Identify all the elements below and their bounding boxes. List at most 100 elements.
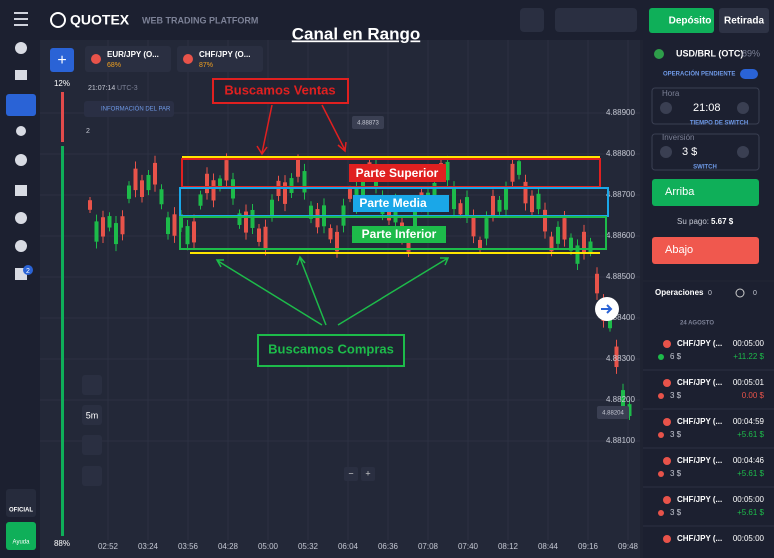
help[interactable]	[6, 522, 36, 550]
sidebar-active[interactable]	[6, 94, 36, 116]
op-amount: 3 $	[670, 391, 682, 400]
candle	[296, 159, 300, 177]
price-tick: 4.88400	[606, 313, 635, 322]
op-asset: CHF/JPY (...	[677, 495, 722, 504]
op-amount: 3 $	[670, 508, 682, 517]
info-btn[interactable]	[84, 101, 174, 117]
switch[interactable]: SWITCH	[693, 165, 717, 171]
op-asset: CHF/JPY (...	[677, 378, 722, 387]
op-dir	[658, 393, 664, 399]
op-time: 00:04:59	[733, 417, 765, 426]
tab[interactable]	[177, 46, 263, 72]
op-asset: CHF/JPY (...	[677, 417, 722, 426]
inv-plus[interactable]	[737, 146, 749, 158]
time-tick: 06:36	[378, 542, 399, 551]
time-box	[651, 87, 760, 125]
candle	[465, 197, 469, 217]
timeframe[interactable]: 5m	[86, 410, 99, 420]
time-tick: 07:40	[458, 542, 479, 551]
candle	[569, 237, 573, 251]
zoom-out[interactable]: −	[348, 468, 353, 478]
tag-low-bg	[597, 406, 629, 419]
time-tick: 06:04	[338, 542, 359, 551]
pct-top: 12%	[54, 79, 70, 88]
bell[interactable]	[520, 8, 544, 32]
account[interactable]	[555, 8, 637, 32]
pay-label: Su pago:	[677, 217, 709, 226]
sidebar	[0, 40, 40, 558]
withdraw-btn[interactable]	[719, 8, 769, 33]
tools[interactable]	[82, 375, 102, 486]
candle	[185, 226, 190, 245]
official[interactable]	[6, 489, 36, 517]
buy-arrows	[215, 255, 450, 326]
candle	[348, 189, 352, 199]
candle	[289, 178, 294, 193]
time-tick: 09:16	[578, 542, 599, 551]
zoom-in-btn[interactable]	[361, 467, 375, 481]
op-profit: +5.61 $	[737, 430, 764, 439]
time-minus[interactable]	[660, 102, 672, 114]
menu[interactable]	[14, 12, 28, 26]
deposit-btn[interactable]	[649, 8, 714, 33]
candle	[471, 216, 476, 237]
candle	[270, 199, 274, 217]
lower-label: Parte Inferior	[362, 227, 437, 241]
op-flag	[663, 535, 671, 543]
withdraw[interactable]: Retirada	[724, 16, 764, 27]
clock: 21:07:14	[88, 85, 115, 92]
tag-high-bg	[352, 116, 384, 129]
down[interactable]: Abajo	[665, 244, 693, 256]
switch-time[interactable]: TIEMPO DE SWITCH	[690, 121, 748, 127]
op-amount: 6 $	[670, 352, 682, 361]
op-dir	[658, 510, 664, 516]
price-tick: 4.88900	[606, 108, 635, 117]
time-plus[interactable]	[737, 102, 749, 114]
badge	[23, 265, 33, 275]
candle	[445, 161, 450, 181]
info[interactable]: INFORMACIÓN DEL PAR	[101, 106, 171, 113]
op-asset: CHF/JPY (...	[677, 456, 722, 465]
candle	[159, 189, 164, 205]
ops-count: 0	[708, 290, 712, 297]
candle	[94, 221, 99, 242]
sell-box	[212, 78, 349, 104]
tab-flag	[183, 54, 193, 64]
down-btn[interactable]	[652, 237, 759, 264]
flag	[654, 49, 664, 59]
toggle[interactable]	[740, 69, 758, 79]
up-btn[interactable]	[652, 179, 759, 206]
op-amount: 3 $	[670, 430, 682, 439]
inv-minus[interactable]	[660, 146, 672, 158]
zoom-in[interactable]: +	[365, 468, 370, 478]
sidebar-icons	[15, 42, 27, 280]
candle	[211, 180, 216, 201]
official-text: OFICIAL	[9, 508, 33, 514]
zoom-out-btn[interactable]	[344, 467, 358, 481]
candle	[133, 168, 138, 191]
pct-bottom: 88%	[54, 539, 70, 548]
ops-date: 24 AGOSTO	[680, 321, 714, 327]
history-icon[interactable]	[735, 288, 745, 298]
pct-bar-red	[61, 92, 64, 142]
op-profit: +5.61 $	[737, 469, 764, 478]
deposit[interactable]: Depósito	[669, 16, 712, 27]
candle	[218, 178, 222, 189]
candle	[237, 213, 242, 225]
add-tab[interactable]	[50, 48, 74, 72]
price-tick: 4.88100	[606, 436, 635, 445]
op-flag	[663, 379, 671, 387]
candle	[127, 185, 131, 199]
op-flag	[663, 496, 671, 504]
brand: QUOTEX	[70, 12, 130, 28]
upper-label: Parte Superior	[356, 166, 439, 180]
up[interactable]: Arriba	[665, 186, 695, 198]
candle	[335, 231, 339, 252]
candle	[224, 160, 229, 181]
help-text: Ayuda	[13, 540, 31, 546]
tab[interactable]	[85, 46, 171, 72]
candle	[309, 205, 313, 219]
candle	[575, 245, 580, 264]
candle	[192, 221, 196, 243]
